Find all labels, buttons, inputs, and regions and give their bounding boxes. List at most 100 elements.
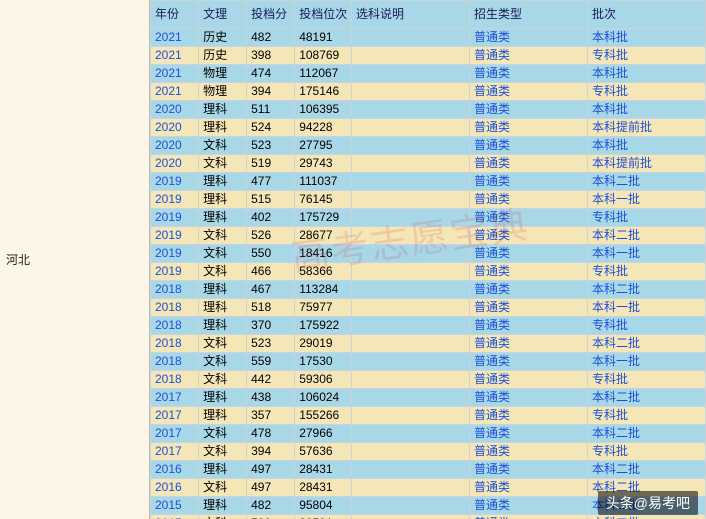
cell-type[interactable]: 普通类 [469, 335, 587, 353]
cell-type[interactable]: 普通类 [469, 29, 587, 47]
cell-year[interactable]: 2018 [151, 371, 199, 389]
cell-note [351, 191, 469, 209]
cell-year[interactable]: 2019 [151, 227, 199, 245]
cell-type[interactable]: 普通类 [469, 47, 587, 65]
cell-year[interactable]: 2021 [151, 47, 199, 65]
cell-batch[interactable]: 专科批 [587, 371, 705, 389]
cell-type[interactable]: 普通类 [469, 353, 587, 371]
cell-batch[interactable]: 专科批 [587, 407, 705, 425]
cell-year[interactable]: 2020 [151, 155, 199, 173]
cell-type[interactable]: 普通类 [469, 443, 587, 461]
cell-type[interactable]: 普通类 [469, 317, 587, 335]
cell-note [351, 65, 469, 83]
cell-year[interactable]: 2019 [151, 263, 199, 281]
cell-batch[interactable]: 本科二批 [587, 227, 705, 245]
cell-batch[interactable]: 本科一批 [587, 353, 705, 371]
cell-year[interactable]: 2018 [151, 281, 199, 299]
cell-type[interactable]: 普通类 [469, 191, 587, 209]
cell-year[interactable]: 2019 [151, 209, 199, 227]
cell-year[interactable]: 2020 [151, 101, 199, 119]
cell-type[interactable]: 普通类 [469, 101, 587, 119]
cell-year[interactable]: 2015 [151, 497, 199, 515]
cell-rank: 17530 [295, 353, 352, 371]
cell-year[interactable]: 2018 [151, 317, 199, 335]
cell-note [351, 281, 469, 299]
cell-year[interactable]: 2015 [151, 515, 199, 519]
cell-batch[interactable]: 本科二批 [587, 173, 705, 191]
cell-note [351, 263, 469, 281]
cell-year[interactable]: 2016 [151, 461, 199, 479]
cell-batch[interactable]: 本科二批 [587, 335, 705, 353]
cell-batch[interactable]: 本科提前批 [587, 119, 705, 137]
cell-type[interactable]: 普通类 [469, 263, 587, 281]
cell-batch[interactable]: 本科一批 [587, 299, 705, 317]
cell-batch[interactable]: 本科二批 [587, 515, 705, 519]
cell-type[interactable]: 普通类 [469, 137, 587, 155]
cell-type[interactable]: 普通类 [469, 245, 587, 263]
cell-score: 550 [247, 245, 295, 263]
cell-type[interactable]: 普通类 [469, 155, 587, 173]
cell-batch[interactable]: 本科二批 [587, 461, 705, 479]
cell-year[interactable]: 2018 [151, 353, 199, 371]
cell-type[interactable]: 普通类 [469, 479, 587, 497]
cell-type[interactable]: 普通类 [469, 83, 587, 101]
cell-subject: 文科 [199, 425, 247, 443]
cell-batch[interactable]: 本科一批 [587, 191, 705, 209]
table-header-row: 年份 文理 投档分 投档位次 选科说明 招生类型 批次 [151, 1, 706, 29]
cell-batch[interactable]: 本科二批 [587, 389, 705, 407]
table-row: 2019理科477111037普通类本科二批 [151, 173, 706, 191]
cell-year[interactable]: 2021 [151, 83, 199, 101]
cell-year[interactable]: 2020 [151, 137, 199, 155]
cell-year[interactable]: 2017 [151, 389, 199, 407]
cell-batch[interactable]: 专科批 [587, 83, 705, 101]
table-row: 2018文科55917530普通类本科一批 [151, 353, 706, 371]
cell-batch[interactable]: 专科批 [587, 317, 705, 335]
cell-type[interactable]: 普通类 [469, 227, 587, 245]
cell-score: 477 [247, 173, 295, 191]
cell-batch[interactable]: 专科批 [587, 443, 705, 461]
cell-score: 370 [247, 317, 295, 335]
cell-type[interactable]: 普通类 [469, 497, 587, 515]
cell-batch[interactable]: 本科二批 [587, 281, 705, 299]
cell-year[interactable]: 2019 [151, 245, 199, 263]
cell-batch[interactable]: 专科批 [587, 263, 705, 281]
cell-type[interactable]: 普通类 [469, 461, 587, 479]
cell-score: 497 [247, 461, 295, 479]
cell-batch[interactable]: 专科批 [587, 209, 705, 227]
cell-batch[interactable]: 本科批 [587, 101, 705, 119]
cell-year[interactable]: 2020 [151, 119, 199, 137]
cell-batch[interactable]: 本科批 [587, 137, 705, 155]
cell-batch[interactable]: 本科二批 [587, 425, 705, 443]
cell-year[interactable]: 2021 [151, 65, 199, 83]
cell-rank: 111037 [295, 173, 352, 191]
cell-batch[interactable]: 本科一批 [587, 245, 705, 263]
cell-type[interactable]: 普通类 [469, 173, 587, 191]
cell-type[interactable]: 普通类 [469, 119, 587, 137]
cell-score: 394 [247, 83, 295, 101]
cell-type[interactable]: 普通类 [469, 407, 587, 425]
cell-year[interactable]: 2017 [151, 407, 199, 425]
cell-batch[interactable]: 本科批 [587, 29, 705, 47]
cell-year[interactable]: 2017 [151, 443, 199, 461]
cell-type[interactable]: 普通类 [469, 389, 587, 407]
cell-type[interactable]: 普通类 [469, 515, 587, 519]
cell-type[interactable]: 普通类 [469, 371, 587, 389]
cell-batch[interactable]: 专科批 [587, 47, 705, 65]
cell-batch[interactable]: 本科提前批 [587, 155, 705, 173]
cell-batch[interactable]: 本科批 [587, 65, 705, 83]
cell-year[interactable]: 2019 [151, 191, 199, 209]
cell-score: 523 [247, 335, 295, 353]
table-row: 2017理科357155266普通类专科批 [151, 407, 706, 425]
cell-type[interactable]: 普通类 [469, 425, 587, 443]
cell-year[interactable]: 2018 [151, 335, 199, 353]
cell-year[interactable]: 2017 [151, 425, 199, 443]
cell-year[interactable]: 2021 [151, 29, 199, 47]
cell-type[interactable]: 普通类 [469, 65, 587, 83]
cell-score: 394 [247, 443, 295, 461]
cell-year[interactable]: 2019 [151, 173, 199, 191]
cell-type[interactable]: 普通类 [469, 209, 587, 227]
cell-type[interactable]: 普通类 [469, 299, 587, 317]
cell-type[interactable]: 普通类 [469, 281, 587, 299]
cell-year[interactable]: 2016 [151, 479, 199, 497]
cell-year[interactable]: 2018 [151, 299, 199, 317]
